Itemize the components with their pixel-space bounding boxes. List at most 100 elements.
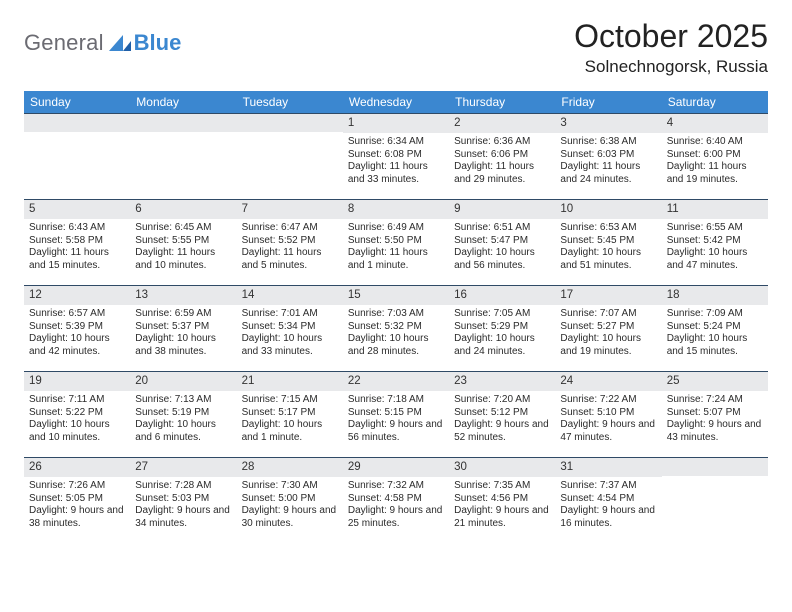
day-cell-blank [662,457,768,543]
day-detail: Sunrise: 6:40 AMSunset: 6:00 PMDaylight:… [662,133,768,190]
day-cell: 4Sunrise: 6:40 AMSunset: 6:00 PMDaylight… [662,113,768,199]
sunset: Sunset: 5:50 PM [348,235,444,248]
daylight: Daylight: 10 hours and 38 minutes. [135,333,231,359]
day-detail: Sunrise: 6:36 AMSunset: 6:06 PMDaylight:… [449,133,555,190]
daylight: Daylight: 10 hours and 15 minutes. [667,333,763,359]
day-cell: 17Sunrise: 7:07 AMSunset: 5:27 PMDayligh… [555,285,661,371]
sunset: Sunset: 6:03 PM [560,149,656,162]
sunrise: Sunrise: 6:55 AM [667,222,763,235]
daylight: Daylight: 10 hours and 56 minutes. [454,247,550,273]
daylight: Daylight: 9 hours and 38 minutes. [29,505,125,531]
sunrise: Sunrise: 7:09 AM [667,308,763,321]
day-cell: 3Sunrise: 6:38 AMSunset: 6:03 PMDaylight… [555,113,661,199]
sunrise: Sunrise: 7:11 AM [29,394,125,407]
day-number: 31 [555,457,661,477]
day-detail: Sunrise: 7:35 AMSunset: 4:56 PMDaylight:… [449,477,555,534]
day-detail: Sunrise: 7:32 AMSunset: 4:58 PMDaylight:… [343,477,449,534]
sunset: Sunset: 5:22 PM [29,407,125,420]
calendar-body: 1Sunrise: 6:34 AMSunset: 6:08 PMDaylight… [24,113,768,543]
sunset: Sunset: 6:00 PM [667,149,763,162]
day-detail: Sunrise: 6:45 AMSunset: 5:55 PMDaylight:… [130,219,236,276]
day-detail: Sunrise: 7:26 AMSunset: 5:05 PMDaylight:… [24,477,130,534]
daylight: Daylight: 10 hours and 19 minutes. [560,333,656,359]
day-detail: Sunrise: 6:53 AMSunset: 5:45 PMDaylight:… [555,219,661,276]
day-detail: Sunrise: 7:20 AMSunset: 5:12 PMDaylight:… [449,391,555,448]
calendar-head: SundayMondayTuesdayWednesdayThursdayFrid… [24,91,768,113]
daylight: Daylight: 10 hours and 51 minutes. [560,247,656,273]
day-detail: Sunrise: 7:13 AMSunset: 5:19 PMDaylight:… [130,391,236,448]
sunrise: Sunrise: 7:18 AM [348,394,444,407]
day-cell: 27Sunrise: 7:28 AMSunset: 5:03 PMDayligh… [130,457,236,543]
sunset: Sunset: 5:24 PM [667,321,763,334]
sunrise: Sunrise: 6:49 AM [348,222,444,235]
week-row: 5Sunrise: 6:43 AMSunset: 5:58 PMDaylight… [24,199,768,285]
sunset: Sunset: 5:03 PM [135,493,231,506]
day-number: 17 [555,285,661,305]
sunset: Sunset: 5:29 PM [454,321,550,334]
day-cell: 20Sunrise: 7:13 AMSunset: 5:19 PMDayligh… [130,371,236,457]
day-number: 11 [662,199,768,219]
day-cell: 22Sunrise: 7:18 AMSunset: 5:15 PMDayligh… [343,371,449,457]
sunrise: Sunrise: 7:07 AM [560,308,656,321]
daylight: Daylight: 10 hours and 42 minutes. [29,333,125,359]
week-row: 1Sunrise: 6:34 AMSunset: 6:08 PMDaylight… [24,113,768,199]
day-number: 29 [343,457,449,477]
sunrise: Sunrise: 7:15 AM [242,394,338,407]
daylight: Daylight: 10 hours and 24 minutes. [454,333,550,359]
sunset: Sunset: 4:54 PM [560,493,656,506]
sunrise: Sunrise: 6:47 AM [242,222,338,235]
sunset: Sunset: 5:05 PM [29,493,125,506]
sunrise: Sunrise: 6:45 AM [135,222,231,235]
calendar-table: SundayMondayTuesdayWednesdayThursdayFrid… [24,91,768,543]
day-cell: 29Sunrise: 7:32 AMSunset: 4:58 PMDayligh… [343,457,449,543]
day-number: 15 [343,285,449,305]
sunrise: Sunrise: 7:24 AM [667,394,763,407]
day-number: 13 [130,285,236,305]
day-cell: 31Sunrise: 7:37 AMSunset: 4:54 PMDayligh… [555,457,661,543]
daylight: Daylight: 9 hours and 43 minutes. [667,419,763,445]
sunrise: Sunrise: 6:34 AM [348,136,444,149]
day-number [237,113,343,132]
sunset: Sunset: 6:06 PM [454,149,550,162]
day-number: 19 [24,371,130,391]
sunset: Sunset: 6:08 PM [348,149,444,162]
sunrise: Sunrise: 7:22 AM [560,394,656,407]
day-detail: Sunrise: 7:09 AMSunset: 5:24 PMDaylight:… [662,305,768,362]
daylight: Daylight: 9 hours and 47 minutes. [560,419,656,445]
day-number [130,113,236,132]
logo: General Blue [24,18,181,56]
day-number: 21 [237,371,343,391]
sunset: Sunset: 5:07 PM [667,407,763,420]
day-number: 16 [449,285,555,305]
day-cell: 2Sunrise: 6:36 AMSunset: 6:06 PMDaylight… [449,113,555,199]
daylight: Daylight: 10 hours and 10 minutes. [29,419,125,445]
day-cell: 13Sunrise: 6:59 AMSunset: 5:37 PMDayligh… [130,285,236,371]
location: Solnechnogorsk, Russia [574,57,768,77]
day-number [24,113,130,132]
daylight: Daylight: 10 hours and 1 minute. [242,419,338,445]
day-cell: 11Sunrise: 6:55 AMSunset: 5:42 PMDayligh… [662,199,768,285]
daylight: Daylight: 9 hours and 56 minutes. [348,419,444,445]
daylight: Daylight: 10 hours and 47 minutes. [667,247,763,273]
sunset: Sunset: 5:32 PM [348,321,444,334]
daylight: Daylight: 11 hours and 19 minutes. [667,161,763,187]
day-detail: Sunrise: 6:38 AMSunset: 6:03 PMDaylight:… [555,133,661,190]
daylight: Daylight: 9 hours and 21 minutes. [454,505,550,531]
day-number: 20 [130,371,236,391]
dayname-wednesday: Wednesday [343,91,449,113]
sunset: Sunset: 5:12 PM [454,407,550,420]
day-number [662,457,768,476]
day-cell: 8Sunrise: 6:49 AMSunset: 5:50 PMDaylight… [343,199,449,285]
day-detail: Sunrise: 7:05 AMSunset: 5:29 PMDaylight:… [449,305,555,362]
sunset: Sunset: 5:45 PM [560,235,656,248]
sunrise: Sunrise: 7:03 AM [348,308,444,321]
day-cell: 18Sunrise: 7:09 AMSunset: 5:24 PMDayligh… [662,285,768,371]
day-number: 26 [24,457,130,477]
sunrise: Sunrise: 7:35 AM [454,480,550,493]
daylight: Daylight: 11 hours and 5 minutes. [242,247,338,273]
day-detail: Sunrise: 6:47 AMSunset: 5:52 PMDaylight:… [237,219,343,276]
sunset: Sunset: 5:55 PM [135,235,231,248]
sunrise: Sunrise: 7:32 AM [348,480,444,493]
day-number: 14 [237,285,343,305]
day-detail: Sunrise: 7:30 AMSunset: 5:00 PMDaylight:… [237,477,343,534]
